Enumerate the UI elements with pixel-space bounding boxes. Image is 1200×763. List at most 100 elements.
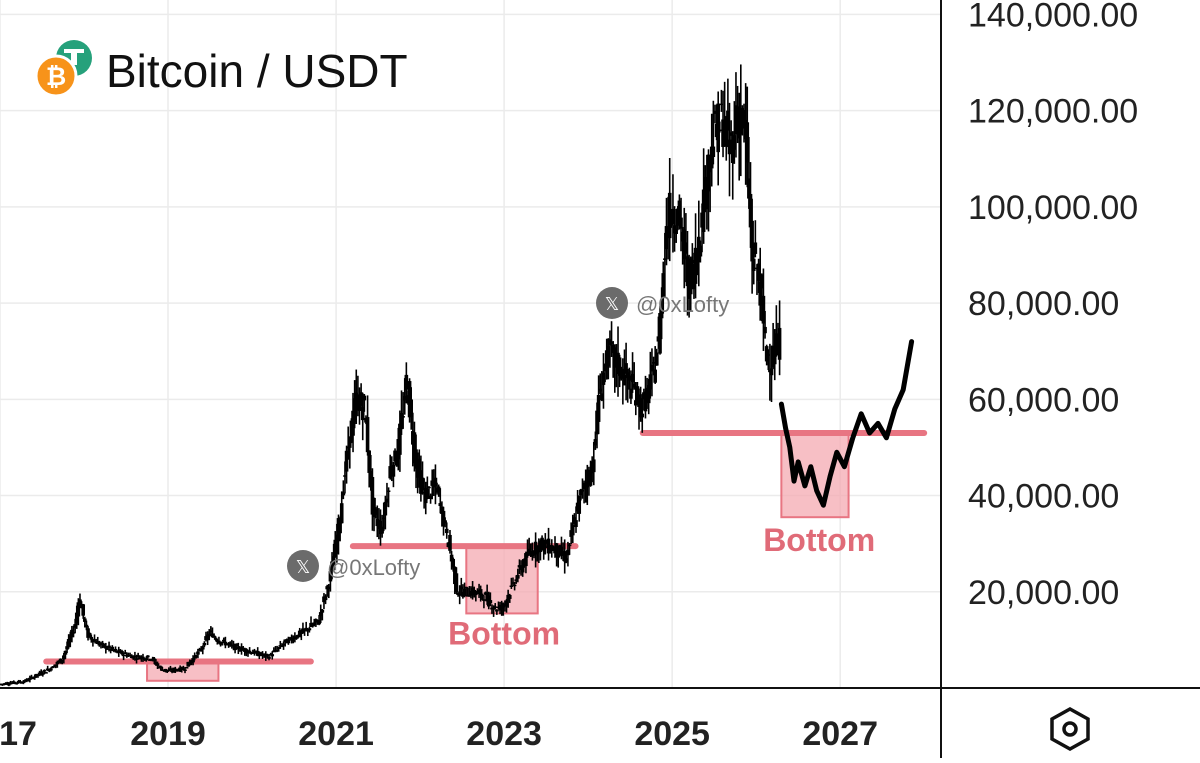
candle-body bbox=[580, 489, 585, 492]
candle-body bbox=[751, 258, 756, 271]
hexagon-settings-icon[interactable] bbox=[1050, 706, 1090, 752]
candle-body bbox=[351, 410, 355, 436]
candle-body bbox=[146, 655, 150, 658]
candle-body bbox=[409, 399, 414, 418]
candle-body bbox=[478, 589, 483, 596]
candle-body bbox=[646, 385, 651, 404]
candle-body bbox=[370, 477, 375, 515]
chart-header: ₿ Bitcoin / USDT bbox=[34, 40, 408, 98]
candle-body bbox=[137, 657, 142, 660]
candle-body bbox=[499, 607, 504, 610]
candle-body bbox=[209, 630, 213, 633]
candle-body bbox=[404, 374, 409, 390]
candle-body bbox=[372, 497, 376, 518]
price-axis[interactable]: 20,000.00 40,000.00 60,000.00 80,000.00 … bbox=[968, 0, 1138, 612]
candle-body bbox=[716, 103, 720, 153]
candle-body bbox=[658, 313, 662, 354]
candle-body bbox=[312, 622, 317, 625]
candle-body bbox=[335, 534, 339, 554]
candle-body bbox=[766, 354, 771, 356]
candle-body bbox=[729, 132, 733, 136]
candle-body bbox=[360, 407, 365, 421]
candle-body bbox=[756, 263, 761, 281]
candle-body bbox=[671, 208, 675, 225]
candle-body bbox=[239, 647, 244, 651]
candle-body bbox=[701, 189, 706, 233]
time-axis[interactable]: 17 2019 2021 2023 2025 2027 bbox=[0, 715, 878, 753]
candle-body bbox=[367, 450, 371, 473]
candle-body bbox=[475, 590, 480, 594]
candle-body bbox=[327, 586, 331, 590]
candle-body bbox=[760, 274, 764, 289]
svg-text:₿: ₿ bbox=[46, 63, 66, 91]
candle-body bbox=[328, 571, 333, 582]
candle-body bbox=[493, 606, 498, 608]
candle-body bbox=[78, 599, 82, 605]
candle-body bbox=[394, 459, 399, 466]
x-logo-glyph: 𝕏 bbox=[605, 294, 620, 314]
candle-body bbox=[425, 489, 430, 499]
candle-body bbox=[385, 498, 389, 503]
candle-body bbox=[286, 639, 291, 644]
candle-body bbox=[247, 650, 252, 653]
candle-body bbox=[121, 654, 126, 657]
candle-body bbox=[538, 540, 543, 552]
candle-body bbox=[107, 645, 111, 648]
candle-body bbox=[105, 648, 110, 650]
candle-body bbox=[49, 668, 53, 671]
candle-body bbox=[259, 652, 263, 655]
candle-body bbox=[428, 495, 433, 499]
candle-body bbox=[663, 258, 667, 260]
candle-body bbox=[236, 646, 241, 650]
candle-body bbox=[593, 439, 598, 446]
candle-body bbox=[441, 510, 446, 527]
candle-body bbox=[369, 470, 373, 480]
candle-body bbox=[163, 668, 168, 671]
y-tick-label: 120,000.00 bbox=[968, 93, 1138, 131]
candle-body bbox=[711, 146, 716, 158]
candle-body bbox=[436, 486, 441, 492]
candle-body bbox=[713, 110, 717, 114]
candle-body bbox=[357, 400, 362, 411]
candle-body bbox=[753, 242, 758, 254]
bitcoin-icon: ₿ bbox=[34, 54, 78, 98]
candle-body bbox=[257, 654, 262, 657]
candle-body bbox=[199, 649, 203, 652]
candle-body bbox=[304, 627, 308, 630]
candle-body bbox=[690, 259, 695, 264]
candle-series bbox=[0, 64, 782, 687]
candle-body bbox=[554, 543, 559, 557]
candle-body bbox=[170, 670, 174, 673]
candle-body bbox=[444, 528, 449, 534]
candle-body bbox=[540, 537, 544, 543]
candle-body bbox=[454, 573, 459, 593]
y-tick-label: 20,000.00 bbox=[968, 574, 1119, 612]
candle-body bbox=[638, 398, 643, 418]
y-tick-label: 80,000.00 bbox=[968, 285, 1119, 323]
candle-body bbox=[302, 629, 307, 631]
candle-body bbox=[449, 554, 454, 562]
candle-body bbox=[417, 458, 422, 474]
candle-body bbox=[546, 538, 551, 554]
candle-body bbox=[352, 398, 357, 422]
candle-body bbox=[318, 612, 323, 617]
x-tick-label: 2023 bbox=[466, 715, 542, 753]
candle-body bbox=[238, 650, 242, 652]
bottom-annotations: Bottom Bottom bbox=[448, 522, 875, 652]
candle-body bbox=[223, 641, 228, 646]
candle-body bbox=[359, 392, 363, 406]
candle-body bbox=[443, 520, 447, 524]
x-tick-label: 17 bbox=[0, 715, 37, 753]
candle-body bbox=[136, 655, 140, 657]
candle-body bbox=[548, 551, 552, 553]
candle-body bbox=[217, 640, 221, 643]
candle-body bbox=[92, 639, 97, 642]
y-tick-label: 140,000.00 bbox=[968, 0, 1138, 34]
candle-body bbox=[128, 654, 132, 657]
candle-body bbox=[200, 647, 205, 650]
candle-body bbox=[84, 624, 89, 628]
candle-body bbox=[650, 364, 654, 372]
candle-body bbox=[438, 503, 443, 507]
